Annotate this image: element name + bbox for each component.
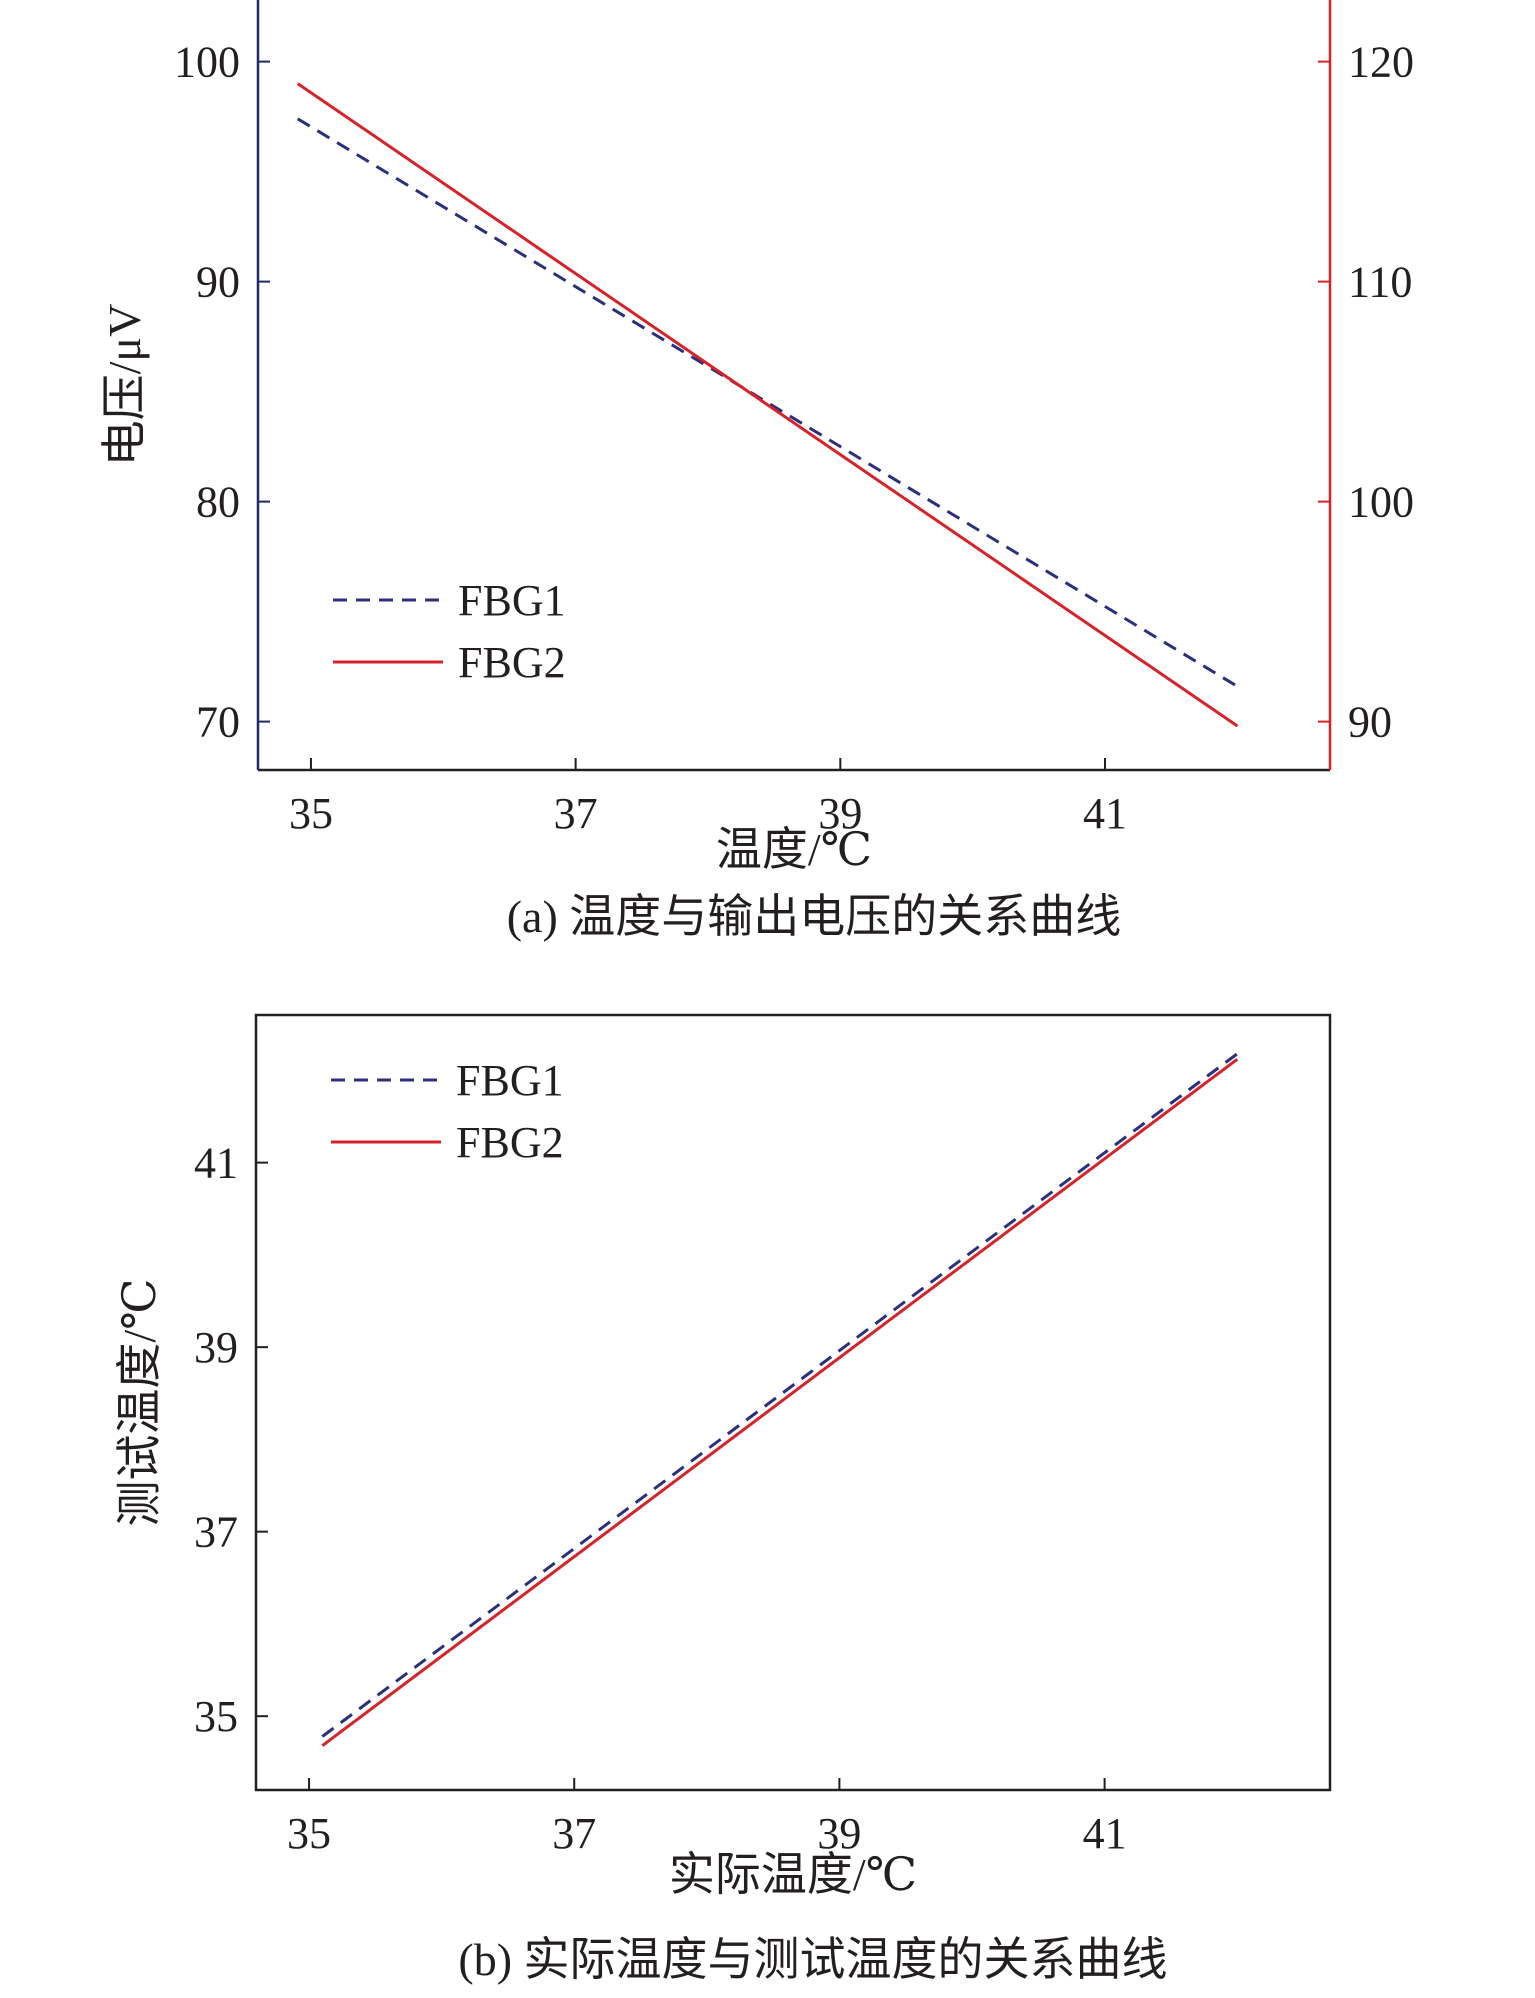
legend-label-fbg2: FBG2	[456, 1118, 564, 1167]
y-right-tick-label: 100	[1348, 478, 1414, 527]
chart-b: 35 37 39 41 35 37 39 41 FBG1 FBG2 实际温度/℃ 测试温度/℃ (b) …	[114, 1013, 1332, 1985]
y-axis-title: 测试温度/℃	[114, 1278, 165, 1526]
y-tick-label: 70	[196, 698, 240, 747]
x-axis-title: 温度/℃	[716, 824, 872, 875]
y-right-tick-label: 90	[1348, 698, 1392, 747]
y-tick-label: 35	[194, 1692, 238, 1741]
y-right-tick-label: 110	[1348, 258, 1412, 307]
x-tick-label: 35	[287, 1809, 331, 1858]
series-line-fbg2	[296, 82, 1239, 728]
x-tick-label: 37	[552, 1809, 596, 1858]
y-tick-label: 80	[196, 478, 240, 527]
y-tick-label: 37	[194, 1508, 238, 1557]
y-tick-label: 90	[196, 258, 240, 307]
x-axis-title: 实际温度/℃	[669, 1849, 917, 1900]
x-tick-label: 35	[289, 789, 333, 838]
x-tick-label: 39	[818, 789, 862, 838]
y-right-tick-label: 120	[1348, 38, 1414, 87]
x-tick-label: 37	[554, 789, 598, 838]
y-tick-label: 100	[174, 38, 240, 87]
figure-caption: (b) 实际温度与测试温度的关系曲线	[458, 1934, 1167, 1985]
x-tick-label: 39	[817, 1809, 861, 1858]
x-tick-label: 41	[1083, 789, 1127, 838]
x-tick-label: 41	[1083, 1809, 1127, 1858]
plot-frame	[254, 1013, 1332, 1792]
legend-label-fbg1: FBG1	[456, 1056, 564, 1105]
chart-a: 35 37 39 41 70 80 90 100 90 100 110 120 FBG1 FBG2 温度/℃…	[99, 0, 1414, 942]
legend-label-fbg1: FBG1	[458, 576, 566, 625]
y-tick-label: 39	[194, 1323, 238, 1372]
figure-caption: (a) 温度与输出电压的关系曲线	[507, 891, 1122, 942]
y-axis-title: 电压/μV	[99, 304, 150, 467]
series-line-fbg1	[321, 1052, 1239, 1738]
series-line-fbg2	[321, 1058, 1239, 1747]
y-tick-label: 41	[194, 1139, 238, 1188]
legend-label-fbg2: FBG2	[458, 638, 566, 687]
